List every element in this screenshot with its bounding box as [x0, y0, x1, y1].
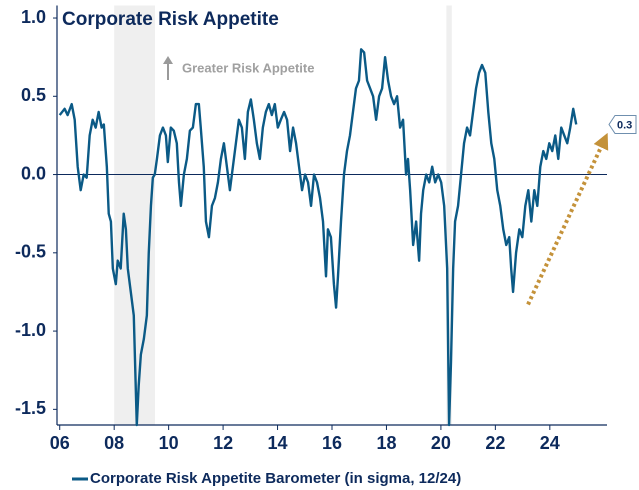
annotation: Greater Risk Appetite [182, 60, 314, 75]
x-tick-label: 06 [50, 433, 70, 453]
x-tick-label: 10 [159, 433, 179, 453]
x-tick-label: 22 [485, 433, 505, 453]
x-tick-label: 18 [376, 433, 396, 453]
y-tick-label: -1.0 [15, 320, 46, 340]
shaded-period [446, 5, 452, 425]
x-tick-label: 20 [431, 433, 451, 453]
chart-title: Corporate Risk Appetite [62, 9, 279, 30]
x-tick-label: 12 [213, 433, 233, 453]
x-tick-label: 14 [268, 433, 288, 453]
x-tick-label: 08 [104, 433, 124, 453]
x-tick-label: 16 [322, 433, 342, 453]
y-tick-label: -0.5 [15, 242, 46, 262]
series-line [58, 48, 578, 427]
labels: 1.0 0.5 0.0 -0.5 -1.0 -1.506 08 10 12 14 16 18 20 22 2… [15, 7, 637, 487]
trend-arrow [526, 132, 609, 306]
y-tick-label: -1.5 [15, 398, 46, 418]
x-tick-label: 24 [540, 433, 560, 453]
y-tick-label: 1.0 [21, 7, 46, 27]
y-tick-label: 0.5 [21, 85, 46, 105]
y-tick-label: 0.0 [21, 163, 46, 183]
end-label-box [608, 114, 637, 134]
legend-label: Corporate Risk Appetite Barometer (in si… [90, 470, 461, 487]
axes [53, 5, 607, 430]
annotation-arrowhead [163, 56, 173, 64]
end-label: 0.3 [617, 119, 632, 131]
lines [58, 48, 609, 427]
